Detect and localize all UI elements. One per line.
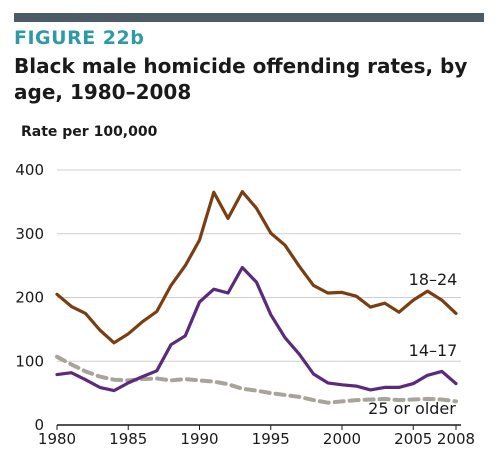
y-tick-label: 400: [15, 161, 44, 179]
figure-title: Black male homicide offending rates, by …: [14, 54, 468, 104]
series-line-0: [55, 190, 458, 345]
x-tick-label: 1995: [252, 430, 290, 448]
series-label-1: 14–17: [409, 341, 458, 360]
x-tick-label: 1980: [38, 430, 76, 448]
gridlines: [57, 169, 461, 426]
x-tick-label: 2000: [323, 430, 361, 448]
series-label-2: 25 or older: [368, 399, 456, 418]
top-rule: [14, 13, 484, 22]
x-tick-labels: 1980 1985 1990 1995 2000 2005 2008: [38, 425, 475, 448]
series-lines: [55, 190, 458, 405]
series-line-1: [55, 265, 458, 393]
y-axis-title: Rate per 100,000: [21, 124, 158, 140]
y-tick-label: 300: [15, 225, 44, 243]
x-tick-label: 2005: [394, 430, 432, 448]
x-tick-label: 1985: [109, 430, 147, 448]
x-tick-label: 1990: [180, 430, 218, 448]
y-tick-label: 0: [34, 416, 44, 434]
figure-label: FIGURE 22b: [14, 27, 145, 49]
y-tick-labels: 0 100 200 300 400: [15, 161, 44, 434]
x-tick-label: 2008: [437, 430, 475, 448]
y-tick-label: 200: [15, 289, 44, 307]
series-label-0: 18–24: [409, 270, 458, 289]
series-line-2: [55, 354, 458, 405]
y-tick-label: 100: [15, 352, 44, 370]
series-labels: 18–24 14–17 25 or older: [368, 270, 457, 418]
